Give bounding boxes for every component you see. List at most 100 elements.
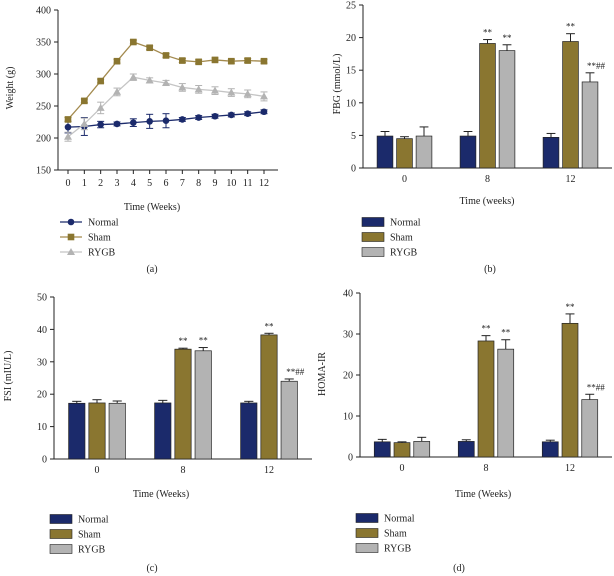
legend-label-rygb: RYGB [384, 544, 412, 555]
legend-label-rygb: RYGB [88, 248, 116, 259]
bar-normal [240, 402, 258, 460]
x-tick-label: 9 [213, 178, 218, 189]
x-tick-label: 8 [181, 465, 186, 476]
x-tick-label: 12 [565, 463, 575, 474]
point-sham [113, 57, 121, 65]
x-tick-label: 0 [66, 178, 71, 189]
bar-normal [541, 441, 559, 458]
bar-rygb [280, 380, 298, 460]
bar-normal [68, 402, 86, 460]
x-tick-label: 3 [115, 178, 120, 189]
legend-swatch-rygb [49, 544, 73, 554]
significance-marker: ** [482, 324, 492, 334]
x-tick-label: 0 [402, 174, 407, 185]
x-tick-label: 10 [226, 178, 236, 189]
point-sham [162, 52, 170, 59]
legend-label-rygb: RYGB [390, 248, 418, 259]
point-normal [211, 112, 219, 120]
bar-normal [542, 137, 560, 169]
bar-normal [376, 135, 394, 169]
legend-label-sham: Sham [78, 530, 101, 541]
point-rygb [162, 78, 170, 86]
bar-rygb [581, 81, 599, 169]
significance-marker: ** [265, 321, 275, 331]
point-rygb [129, 73, 138, 81]
point-rygb [194, 85, 203, 93]
y-tick-label: 150 [36, 166, 51, 177]
point-rygb [260, 92, 268, 100]
bar-sham [88, 402, 106, 460]
point-sham [146, 44, 153, 52]
point-normal [244, 110, 251, 117]
y-tick-label: 20 [343, 371, 353, 382]
significance-marker: **## [286, 367, 305, 377]
x-tick-label: 7 [180, 178, 185, 189]
legend-swatch-rygb [361, 247, 385, 257]
y-tick-label: 40 [37, 325, 47, 336]
point-sham [64, 116, 72, 123]
y-tick-label: 30 [37, 357, 47, 368]
bar-rygb [194, 350, 212, 460]
bar-sham [396, 138, 413, 169]
x-tick-label: 0 [400, 463, 405, 474]
point-normal [130, 119, 137, 126]
point-sham [195, 58, 202, 66]
legend-label-sham: Sham [88, 233, 111, 244]
significance-marker: ** [501, 328, 511, 338]
point-normal [195, 114, 202, 121]
xlabel-c: Time (Weeks) [133, 489, 189, 500]
x-tick-label: 8 [196, 178, 201, 189]
ylabel-a: Weight (g) [5, 67, 16, 110]
legend-marker-sham [67, 233, 75, 241]
y-tick-label: 20 [37, 390, 47, 401]
bar-sham [561, 322, 579, 458]
x-tick-label: 12 [259, 178, 269, 189]
bar-sham [393, 442, 411, 458]
ylabel-b: FBG (mmol/L) [332, 54, 343, 115]
y-tick-label: 250 [36, 102, 51, 113]
panel-d: 0 10 20 30 40 0 8 12 ** ** ** **## HOMA-IR Time (We… [317, 289, 612, 574]
legend-swatch-sham [49, 529, 73, 539]
y-tick-label: 10 [346, 98, 356, 109]
x-tick-label: 11 [243, 178, 253, 189]
point-sham [179, 57, 186, 64]
legend-label-normal: Normal [88, 218, 119, 229]
point-normal [179, 116, 186, 123]
point-rygb [145, 76, 154, 84]
point-sham [228, 57, 235, 65]
bar-rygb [108, 402, 126, 460]
y-tick-label: 10 [37, 422, 47, 433]
panel-label-c: (c) [146, 563, 157, 574]
legend-swatch-rygb [355, 543, 379, 553]
legend-swatch-sham [355, 528, 379, 538]
x-tick-label: 12 [264, 465, 274, 476]
legend-label-normal: Normal [78, 515, 109, 526]
point-sham [97, 77, 104, 85]
y-tick-label: 400 [36, 6, 51, 17]
panel-c: 0 10 20 30 40 50 0 8 12 ** ** ** **## FSI (mIU/L) Ti… [3, 293, 312, 574]
x-tick-label: 0 [95, 465, 100, 476]
bar-sham [174, 348, 192, 460]
point-rygb [113, 87, 121, 95]
panel-b: 0 5 10 15 20 25 0 8 12 ** ** ** **## FBG (mmol/L) Ti… [332, 1, 612, 275]
x-tick-label: 2 [98, 178, 103, 189]
panel-label-d: (d) [453, 563, 465, 574]
bar-normal [373, 441, 391, 458]
point-rygb [211, 86, 219, 94]
x-tick-label: 12 [566, 174, 576, 185]
x-tick-label: 8 [485, 174, 490, 185]
bar-normal [154, 402, 172, 460]
point-rygb [96, 103, 105, 111]
y-tick-label: 300 [36, 70, 51, 81]
legend-swatch-normal [49, 514, 73, 524]
y-tick-label: 350 [36, 38, 51, 49]
xlabel-a: Time (Weeks) [124, 202, 180, 213]
significance-marker: ** [483, 28, 493, 38]
y-tick-label: 50 [37, 293, 47, 304]
legend-swatch-normal [355, 513, 379, 523]
y-tick-label: 0 [42, 455, 47, 466]
significance-marker: ** [566, 302, 576, 312]
y-tick-label: 5 [351, 131, 356, 142]
bar-normal [459, 135, 477, 169]
